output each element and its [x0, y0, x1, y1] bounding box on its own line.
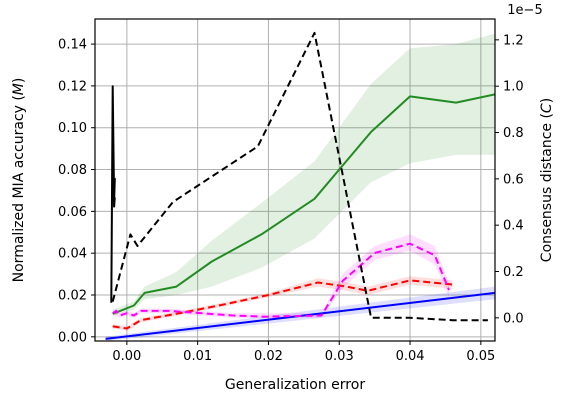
- x-tick-label: 0.04: [396, 349, 425, 364]
- right-y-tick-label: 1.2: [503, 33, 524, 48]
- series-band: [112, 234, 449, 318]
- right-y-tick-label: 1.0: [503, 80, 524, 95]
- right-y-axis-label: Consensus distance (C): [539, 98, 555, 262]
- left-y-axis-label-symbol: M: [11, 83, 27, 95]
- left-y-axis-label: Normalized MIA accuracy (M): [11, 78, 27, 283]
- series-line: [110, 85, 116, 303]
- x-tick-label: 0.02: [254, 349, 283, 364]
- left-y-tick-label: 0.06: [58, 205, 87, 220]
- series-band: [112, 276, 453, 331]
- right-y-axis-label-prefix: Consensus distance (: [539, 113, 555, 262]
- grid: [95, 19, 495, 341]
- right-y-axis-label-symbol: C: [539, 103, 555, 113]
- right-y-tick-label: 0.4: [503, 219, 524, 234]
- left-y-axis-label-suffix: ): [11, 78, 27, 83]
- left-y-tick-label: 0.10: [58, 121, 87, 136]
- right-axis-multiplier: 1e−5: [507, 3, 542, 18]
- left-y-axis-ticks: 0.00 0.02 0.04 0.06 0.08 0.10 0.12 0.14: [58, 38, 95, 345]
- left-y-tick-label: 0.00: [58, 330, 87, 345]
- left-y-axis-label-prefix: Normalized MIA accuracy (: [11, 95, 27, 282]
- left-y-tick-label: 0.14: [58, 38, 87, 53]
- left-y-tick-label: 0.08: [58, 163, 87, 178]
- series-line: [112, 242, 450, 318]
- right-y-axis-label-suffix: ): [539, 98, 555, 103]
- x-tick-label: 0.03: [325, 349, 354, 364]
- series-lines: [105, 31, 495, 340]
- right-y-tick-label: 0.8: [503, 126, 524, 141]
- right-y-tick-label: 0.0: [503, 311, 524, 326]
- x-axis-label: Generalization error: [225, 377, 365, 393]
- x-axis-ticks: 0.00 0.01 0.02 0.03 0.04 0.05: [112, 341, 495, 364]
- x-tick-label: 0.00: [112, 349, 141, 364]
- series-line: [112, 279, 453, 330]
- series-band: [112, 33, 495, 316]
- series-line: [112, 93, 495, 315]
- left-y-tick-label: 0.12: [58, 79, 87, 94]
- x-tick-label: 0.05: [466, 349, 495, 364]
- right-y-tick-label: 0.2: [503, 265, 524, 280]
- left-y-tick-label: 0.04: [58, 247, 87, 262]
- right-y-tick-label: 0.6: [503, 172, 524, 187]
- left-y-tick-label: 0.02: [58, 289, 87, 304]
- right-y-axis-ticks: 0.0 0.2 0.4 0.6 0.8 1.0 1.2: [495, 33, 524, 326]
- series-line: [111, 31, 488, 322]
- x-tick-label: 0.01: [183, 349, 212, 364]
- plot-frame: [94, 18, 496, 342]
